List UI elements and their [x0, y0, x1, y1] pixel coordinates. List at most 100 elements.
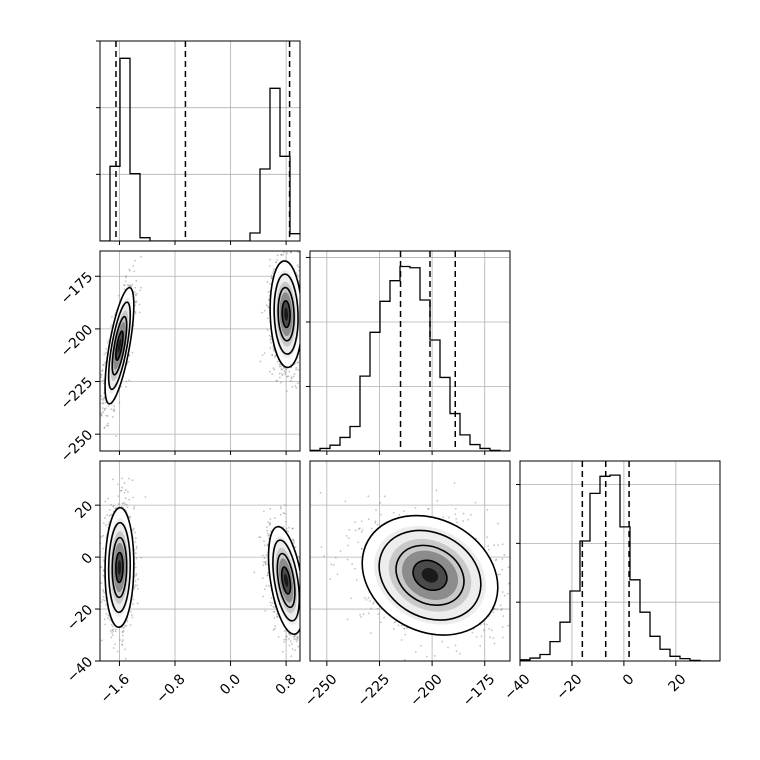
sample-point [306, 597, 308, 599]
sample-point [258, 536, 260, 539]
sample-point [282, 251, 285, 254]
sample-point [106, 617, 109, 620]
sample-point [132, 603, 134, 606]
sample-point [118, 401, 121, 404]
sample-point [486, 508, 489, 511]
sample-point [462, 512, 465, 515]
sample-point [275, 261, 278, 264]
sample-point [105, 524, 107, 526]
sample-point [301, 278, 303, 280]
sample-point [133, 506, 136, 508]
sample-point [303, 565, 305, 567]
sample-point [121, 477, 124, 480]
sample-point [116, 483, 119, 486]
sample-point [403, 627, 406, 630]
sample-point [114, 643, 116, 646]
panel-frame [309, 250, 511, 452]
sample-point [101, 599, 104, 601]
sample-point [282, 253, 285, 256]
sample-point [124, 280, 127, 283]
sample-point [282, 526, 285, 528]
sample-point [124, 657, 127, 660]
sample-point [271, 373, 274, 376]
sample-point [284, 371, 287, 374]
sample-point [433, 654, 436, 657]
sample-point [107, 614, 110, 617]
sample-point [292, 538, 295, 541]
sample-point [102, 364, 105, 367]
sample-point [100, 374, 103, 376]
sample-point [302, 395, 304, 397]
sample-point [276, 254, 279, 257]
sample-point [280, 372, 283, 375]
sample-point [111, 316, 113, 318]
sample-point [102, 363, 104, 366]
sample-point [129, 624, 132, 626]
sample-point [128, 516, 131, 519]
sample-point [290, 655, 293, 658]
sample-point [303, 320, 305, 322]
sample-point [276, 258, 278, 261]
sample-point [263, 557, 266, 560]
sample-point [302, 613, 304, 615]
sample-point [301, 317, 303, 319]
sample-point [273, 517, 276, 520]
sample-point [134, 552, 137, 555]
density-level [283, 573, 289, 588]
sample-point [301, 584, 303, 586]
sample-point [102, 590, 105, 593]
sample-point [96, 403, 98, 405]
sample-point [100, 414, 103, 417]
sample-point [293, 373, 296, 376]
panel-frame [519, 460, 721, 662]
sample-point [264, 563, 267, 566]
sample-point [295, 640, 298, 643]
sample-point [134, 286, 137, 289]
sample-point [123, 284, 126, 287]
contour-line [107, 521, 132, 614]
sample-point [282, 512, 285, 514]
sample-point [362, 613, 365, 616]
sample-point [125, 380, 127, 383]
contour-line [104, 286, 135, 405]
sample-point [114, 507, 117, 510]
sample-point [303, 335, 305, 337]
sample-point [130, 666, 132, 668]
sample-point [113, 409, 116, 412]
sample-point [414, 650, 417, 653]
sample-point [376, 523, 379, 526]
sample-point [100, 639, 103, 642]
sample-point [302, 338, 304, 340]
sample-point [131, 529, 134, 532]
sample-point [300, 618, 302, 620]
sample-point [304, 310, 306, 312]
sample-point [261, 311, 264, 314]
sample-point [283, 638, 286, 641]
sample-point [301, 628, 303, 630]
sample-point [267, 305, 269, 308]
sample-point [103, 397, 106, 400]
sample-point [101, 369, 104, 372]
sample-point [263, 561, 265, 564]
sample-point [263, 540, 265, 543]
sample-point [276, 237, 278, 239]
sample-point [121, 631, 124, 633]
sample-point [120, 489, 123, 492]
sample-point [104, 500, 107, 503]
sample-point [133, 586, 136, 588]
sample-point [295, 386, 298, 389]
sample-point [133, 270, 136, 273]
sample-point [132, 507, 135, 510]
sample-point [131, 283, 134, 286]
sample-point [493, 608, 496, 610]
sample-point [273, 350, 275, 352]
histogram-step [100, 57, 300, 241]
sample-point [114, 628, 117, 631]
sample-point [262, 564, 265, 567]
sample-point [102, 595, 105, 598]
sample-point [293, 638, 296, 640]
sample-point [121, 634, 124, 637]
sample-point [278, 248, 280, 250]
sample-point [487, 545, 490, 547]
